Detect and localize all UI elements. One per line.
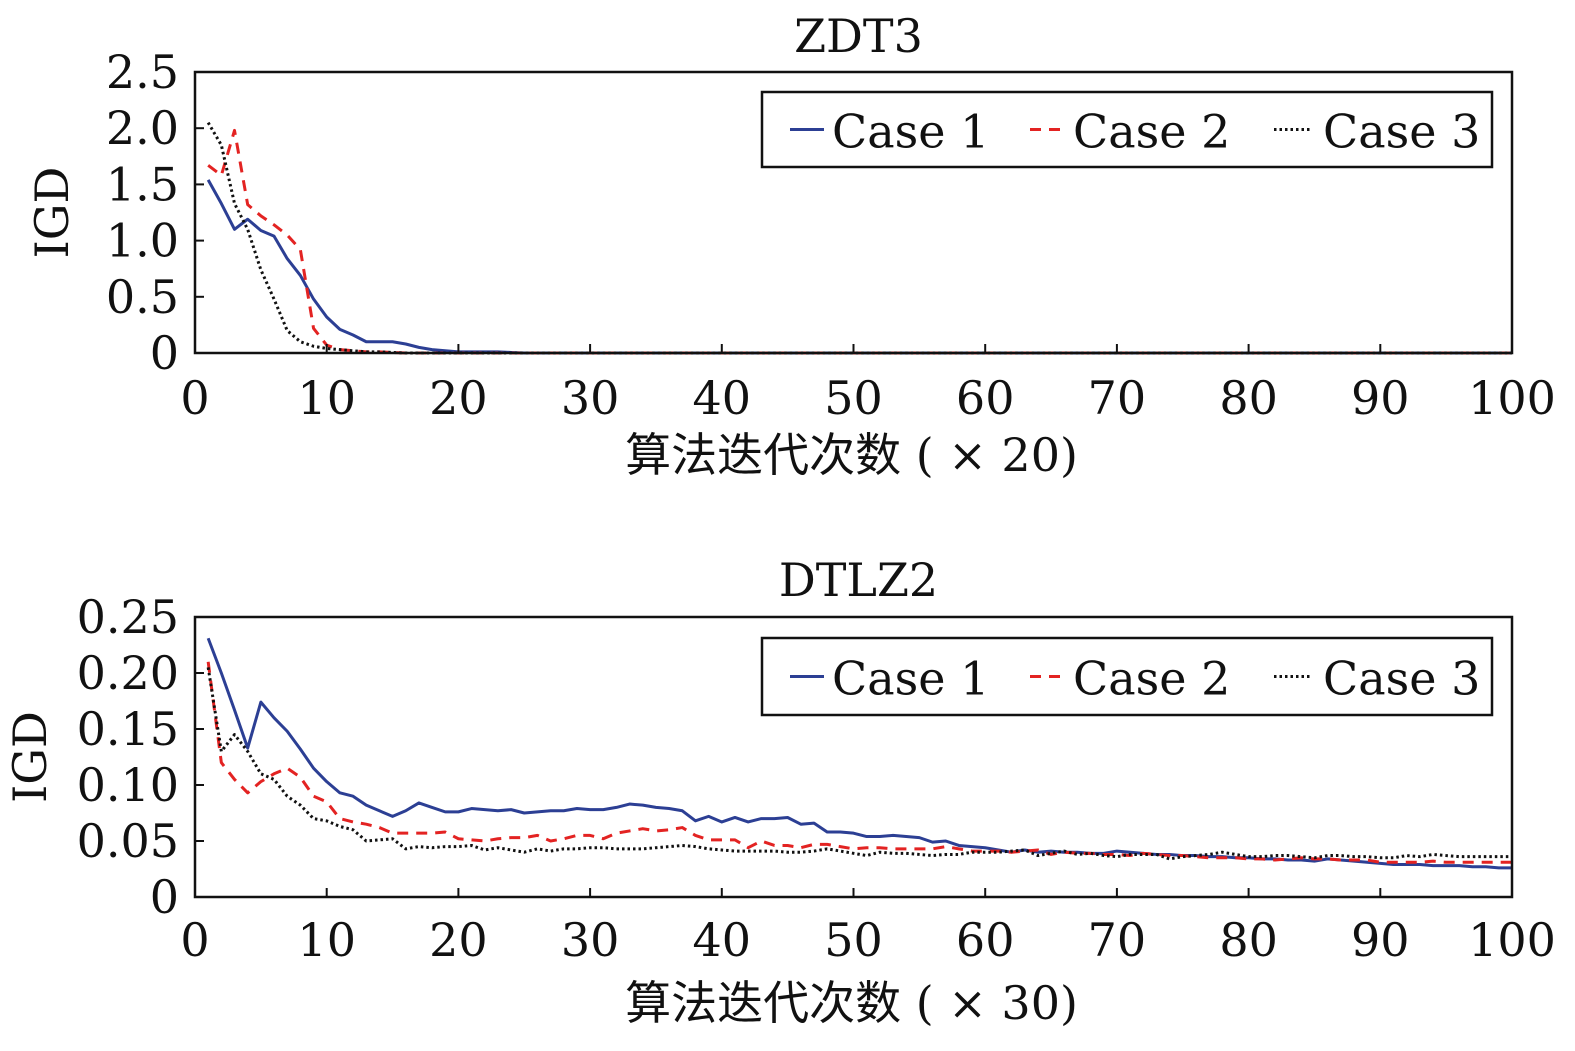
y-tick-label: 0.25 xyxy=(77,590,179,644)
y-tick-label: 0.10 xyxy=(77,758,179,812)
x-tick-label: 20 xyxy=(429,371,488,425)
y-tick-label: 0.20 xyxy=(77,646,179,700)
legend-entry: Case 2 xyxy=(1030,652,1230,706)
y-axis-label: IGD xyxy=(25,167,79,259)
x-axis: 0 10 20 30 40 50 60 70 80 90 100 xyxy=(180,344,1556,425)
legend-entry: Case 1 xyxy=(790,652,989,706)
y-axis: 00.050.100.150.200.25 xyxy=(77,590,204,924)
series-line-case-3 xyxy=(206,667,1512,861)
x-axis: 0 10 20 30 40 50 60 70 80 90 100 xyxy=(180,888,1556,967)
y-tick-label: 2.5 xyxy=(106,45,179,99)
y-tick-label: 0.05 xyxy=(77,814,179,868)
x-tick-label: 100 xyxy=(1468,913,1556,967)
legend-box xyxy=(760,90,1494,169)
chart-dtlz2: DTLZ2 0 10 20 30 40 50 60 70 80 90 100 00.050.100.15… xyxy=(3,553,1556,1030)
x-tick-label: 50 xyxy=(824,913,883,967)
x-tick-label: 10 xyxy=(297,913,356,967)
chart-title: DTLZ2 xyxy=(779,553,938,607)
legend-box xyxy=(760,636,1494,717)
chart-zdt3: ZDT3 0 10 20 30 40 50 60 70 80 90 100 00.51.01.52.02… xyxy=(25,9,1556,482)
series-group xyxy=(206,637,1512,870)
x-tick-label: 70 xyxy=(1088,371,1147,425)
y-axis-label: IGD xyxy=(3,711,57,803)
series-line-case-1 xyxy=(206,179,1512,355)
x-tick-label: 40 xyxy=(693,913,752,967)
x-axis-label: 算法迭代次数 ( × 20) xyxy=(625,428,1078,482)
x-tick-label: 80 xyxy=(1219,913,1278,967)
legend-label: Case 1 xyxy=(832,105,989,159)
x-tick-label: 20 xyxy=(429,913,488,967)
y-tick-label: 1.0 xyxy=(106,214,179,268)
x-tick-label: 0 xyxy=(180,371,209,425)
legend-label: Case 2 xyxy=(1073,652,1230,706)
x-tick-label: 30 xyxy=(561,913,620,967)
y-tick-label: 1.5 xyxy=(106,157,179,211)
y-tick-label: 2.0 xyxy=(106,101,179,155)
legend-label: Case 2 xyxy=(1073,105,1230,159)
y-axis: 00.51.01.52.02.5 xyxy=(106,45,204,380)
y-tick-label: 0 xyxy=(150,326,179,380)
chart-title: ZDT3 xyxy=(794,9,923,63)
x-tick-label: 70 xyxy=(1088,913,1147,967)
x-tick-label: 50 xyxy=(824,371,883,425)
legend: Case 1 Case 2 Case 3 xyxy=(760,636,1494,717)
legend-entry: Case 1 xyxy=(790,105,989,159)
x-tick-label: 90 xyxy=(1351,913,1410,967)
y-tick-label: 0.5 xyxy=(106,270,179,324)
legend-entry: Case 3 xyxy=(1274,652,1480,706)
legend: Case 1 Case 2 Case 3 xyxy=(760,90,1494,169)
series-line-case-2 xyxy=(206,661,1512,864)
x-tick-label: 0 xyxy=(180,913,209,967)
x-tick-label: 60 xyxy=(956,371,1015,425)
y-tick-label: 0 xyxy=(150,870,179,924)
x-tick-label: 30 xyxy=(561,371,620,425)
legend-label: Case 3 xyxy=(1323,652,1480,706)
legend-entry: Case 2 xyxy=(1030,105,1230,159)
x-tick-label: 100 xyxy=(1468,371,1556,425)
y-tick-label: 0.15 xyxy=(77,702,179,756)
x-tick-label: 10 xyxy=(297,371,356,425)
x-tick-label: 60 xyxy=(956,913,1015,967)
x-tick-label: 90 xyxy=(1351,371,1410,425)
x-tick-label: 40 xyxy=(693,371,752,425)
x-axis-label: 算法迭代次数 ( × 30) xyxy=(625,976,1078,1030)
legend-label: Case 3 xyxy=(1323,105,1480,159)
legend-label: Case 1 xyxy=(832,652,989,706)
x-tick-label: 80 xyxy=(1219,371,1278,425)
series-line-case-1 xyxy=(206,637,1512,870)
legend-entry: Case 3 xyxy=(1274,105,1480,159)
